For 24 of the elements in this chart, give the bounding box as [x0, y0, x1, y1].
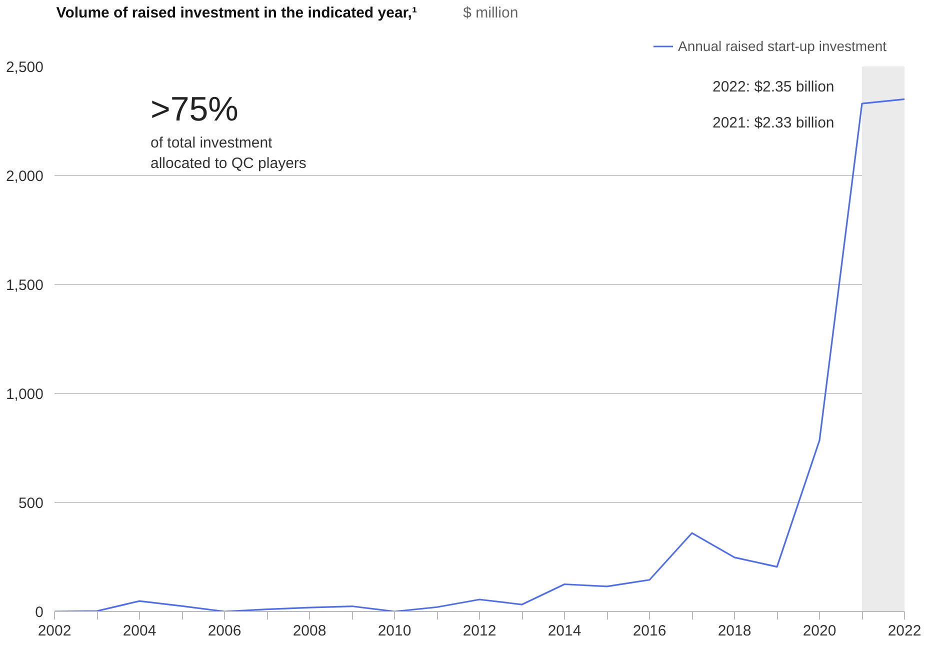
chart-title: Volume of raised investment in the indicated year,¹ [56, 4, 417, 22]
x-tick-label: 2008 [292, 622, 326, 640]
legend-label: Annual raised start-up investment [678, 38, 887, 54]
x-tick-label: 2004 [122, 622, 156, 640]
text: $ million [463, 4, 518, 22]
y-tick-label: 500 [18, 495, 44, 512]
x-tick-label: 2012 [462, 622, 496, 640]
x-tick-label: 2006 [208, 622, 242, 640]
x-tick-label: 2010 [378, 622, 412, 640]
x-tick-label: 2016 [632, 622, 666, 640]
x-tick-label: 2014 [548, 622, 582, 640]
annotation: 2022: $2.35 billion [712, 78, 834, 96]
annotation: 2021: $2.33 billion [712, 114, 834, 132]
y-tick-label: 2,000 [6, 168, 44, 185]
y-tick-label: 1,500 [6, 277, 44, 294]
annotation: >75% [150, 90, 238, 128]
x-tick-label: 2018 [718, 622, 752, 640]
x-tick-label: 2020 [802, 622, 836, 640]
y-tick-label: 2,500 [6, 59, 44, 76]
x-tick-label: 2002 [38, 622, 72, 640]
x-tick-label: 2022 [888, 622, 922, 640]
annotation: of total investment allocated to QC players [150, 134, 306, 172]
y-tick-label: 1,000 [6, 386, 44, 403]
y-tick-label: 0 [35, 604, 44, 621]
